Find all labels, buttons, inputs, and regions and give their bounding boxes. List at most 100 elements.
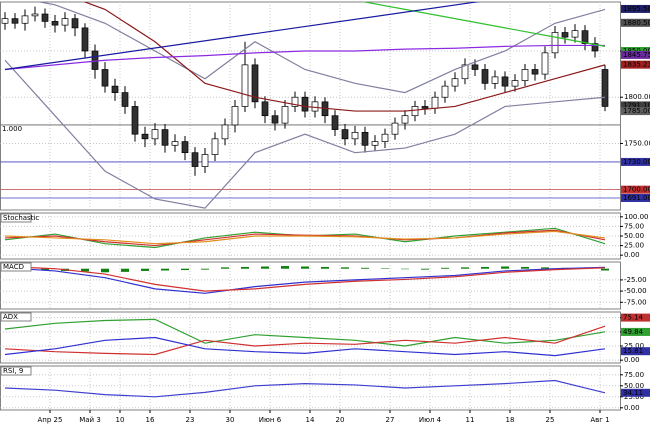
price-marker-label: 34.11	[623, 389, 643, 397]
histogram-bar	[601, 268, 609, 271]
price-marker	[621, 388, 650, 397]
histogram-bar	[461, 267, 469, 269]
candle-body	[281, 106, 289, 124]
price-marker	[621, 60, 650, 69]
candle-body	[431, 96, 439, 109]
histogram-bar	[281, 266, 289, 269]
candle-body	[601, 69, 609, 107]
indicator-line	[361, 2, 606, 47]
price-marker	[621, 185, 650, 194]
panel-title: Stochastic	[3, 214, 39, 222]
candle-body	[121, 92, 129, 107]
histogram-bar	[181, 268, 189, 271]
candle-body	[171, 141, 179, 146]
histogram-bar	[221, 267, 229, 269]
candle-body	[11, 18, 19, 24]
candle-body	[481, 69, 489, 84]
panel-title-box	[0, 312, 32, 322]
panel-title: MACD	[3, 263, 24, 271]
h-line-label: 1.000	[2, 125, 22, 133]
y-tick-label: 25.00	[624, 342, 644, 350]
candle-body	[211, 138, 219, 155]
candle-body	[151, 129, 159, 140]
histogram-bar	[201, 268, 209, 270]
indicator-line	[4, 336, 606, 357]
candle-body	[451, 78, 459, 87]
price-marker	[621, 50, 650, 59]
histogram-bar	[41, 268, 49, 271]
candle-body	[161, 129, 169, 146]
candle-body	[141, 133, 149, 140]
price-marker-label: 75.14	[623, 314, 644, 322]
price-marker-label: 1845.75	[623, 51, 650, 59]
candle-body	[341, 129, 349, 140]
price-marker	[621, 193, 650, 202]
price-marker-label: 1785.00	[623, 107, 650, 115]
y-tick-label: 25.00	[624, 393, 644, 401]
histogram-bar	[241, 266, 249, 269]
x-tick-label: 20	[336, 416, 345, 424]
candle-body	[561, 32, 569, 38]
indicator-line	[4, 59, 606, 209]
candle-body	[91, 50, 99, 70]
price-marker	[621, 107, 650, 116]
indicator-line	[4, 229, 606, 247]
price-marker	[621, 18, 650, 27]
candle-body	[501, 76, 509, 87]
candle-body	[551, 32, 559, 54]
price-marker-label: 1895.50	[623, 5, 650, 13]
candle-body	[31, 13, 39, 17]
x-tick-label: Июн 6	[259, 416, 282, 424]
plot	[0, 2, 620, 210]
candle-body	[591, 43, 599, 52]
candle-body	[301, 96, 309, 112]
price-marker-label: 1691.00	[623, 194, 650, 202]
price-marker-label: 49.84	[623, 328, 644, 336]
price-marker	[621, 157, 650, 166]
candle-body	[101, 69, 109, 87]
price-marker	[621, 313, 650, 322]
panel-title: ADX	[3, 313, 18, 321]
y-tick-label: -50.00	[624, 287, 647, 295]
histogram-bar	[481, 266, 489, 269]
histogram-bar	[501, 266, 509, 269]
panel-title-box	[0, 213, 32, 223]
indicator-line	[4, 318, 606, 347]
plot	[0, 366, 620, 410]
price-marker	[621, 101, 650, 110]
x-tick-label: 14	[306, 416, 315, 424]
x-tick-label: 10	[116, 416, 125, 424]
indicator-line	[36, 2, 606, 94]
histogram-bar	[341, 267, 349, 269]
candle-body	[81, 27, 89, 52]
candle-body	[311, 101, 319, 112]
histogram-bar	[81, 268, 89, 272]
histogram-bar	[301, 266, 309, 269]
candle-body	[381, 133, 389, 142]
candle-body	[41, 13, 49, 22]
x-tick-label: 30	[226, 416, 235, 424]
price-marker	[621, 347, 650, 356]
candle-body	[191, 152, 199, 167]
candle-body	[241, 64, 249, 107]
candle-body	[351, 131, 359, 140]
candle-body	[261, 101, 269, 117]
histogram-bar	[381, 268, 389, 269]
y-tick-label: 0.00	[624, 404, 640, 412]
histogram-bar	[421, 268, 429, 270]
candle-body	[491, 76, 499, 84]
candle-body	[511, 80, 519, 87]
candle-body	[461, 64, 469, 80]
candle-body	[1, 18, 9, 24]
candle-body	[411, 106, 419, 117]
price-marker-label: 1835.23	[623, 61, 650, 69]
histogram-bar	[401, 268, 409, 270]
candle-body	[571, 30, 579, 38]
y-tick-label: 100.00	[624, 213, 649, 221]
indicator-line	[4, 230, 606, 245]
y-tick-label: 0.00	[624, 356, 640, 364]
histogram-bar	[121, 268, 129, 272]
histogram-bar	[361, 267, 369, 269]
plot	[0, 262, 620, 309]
